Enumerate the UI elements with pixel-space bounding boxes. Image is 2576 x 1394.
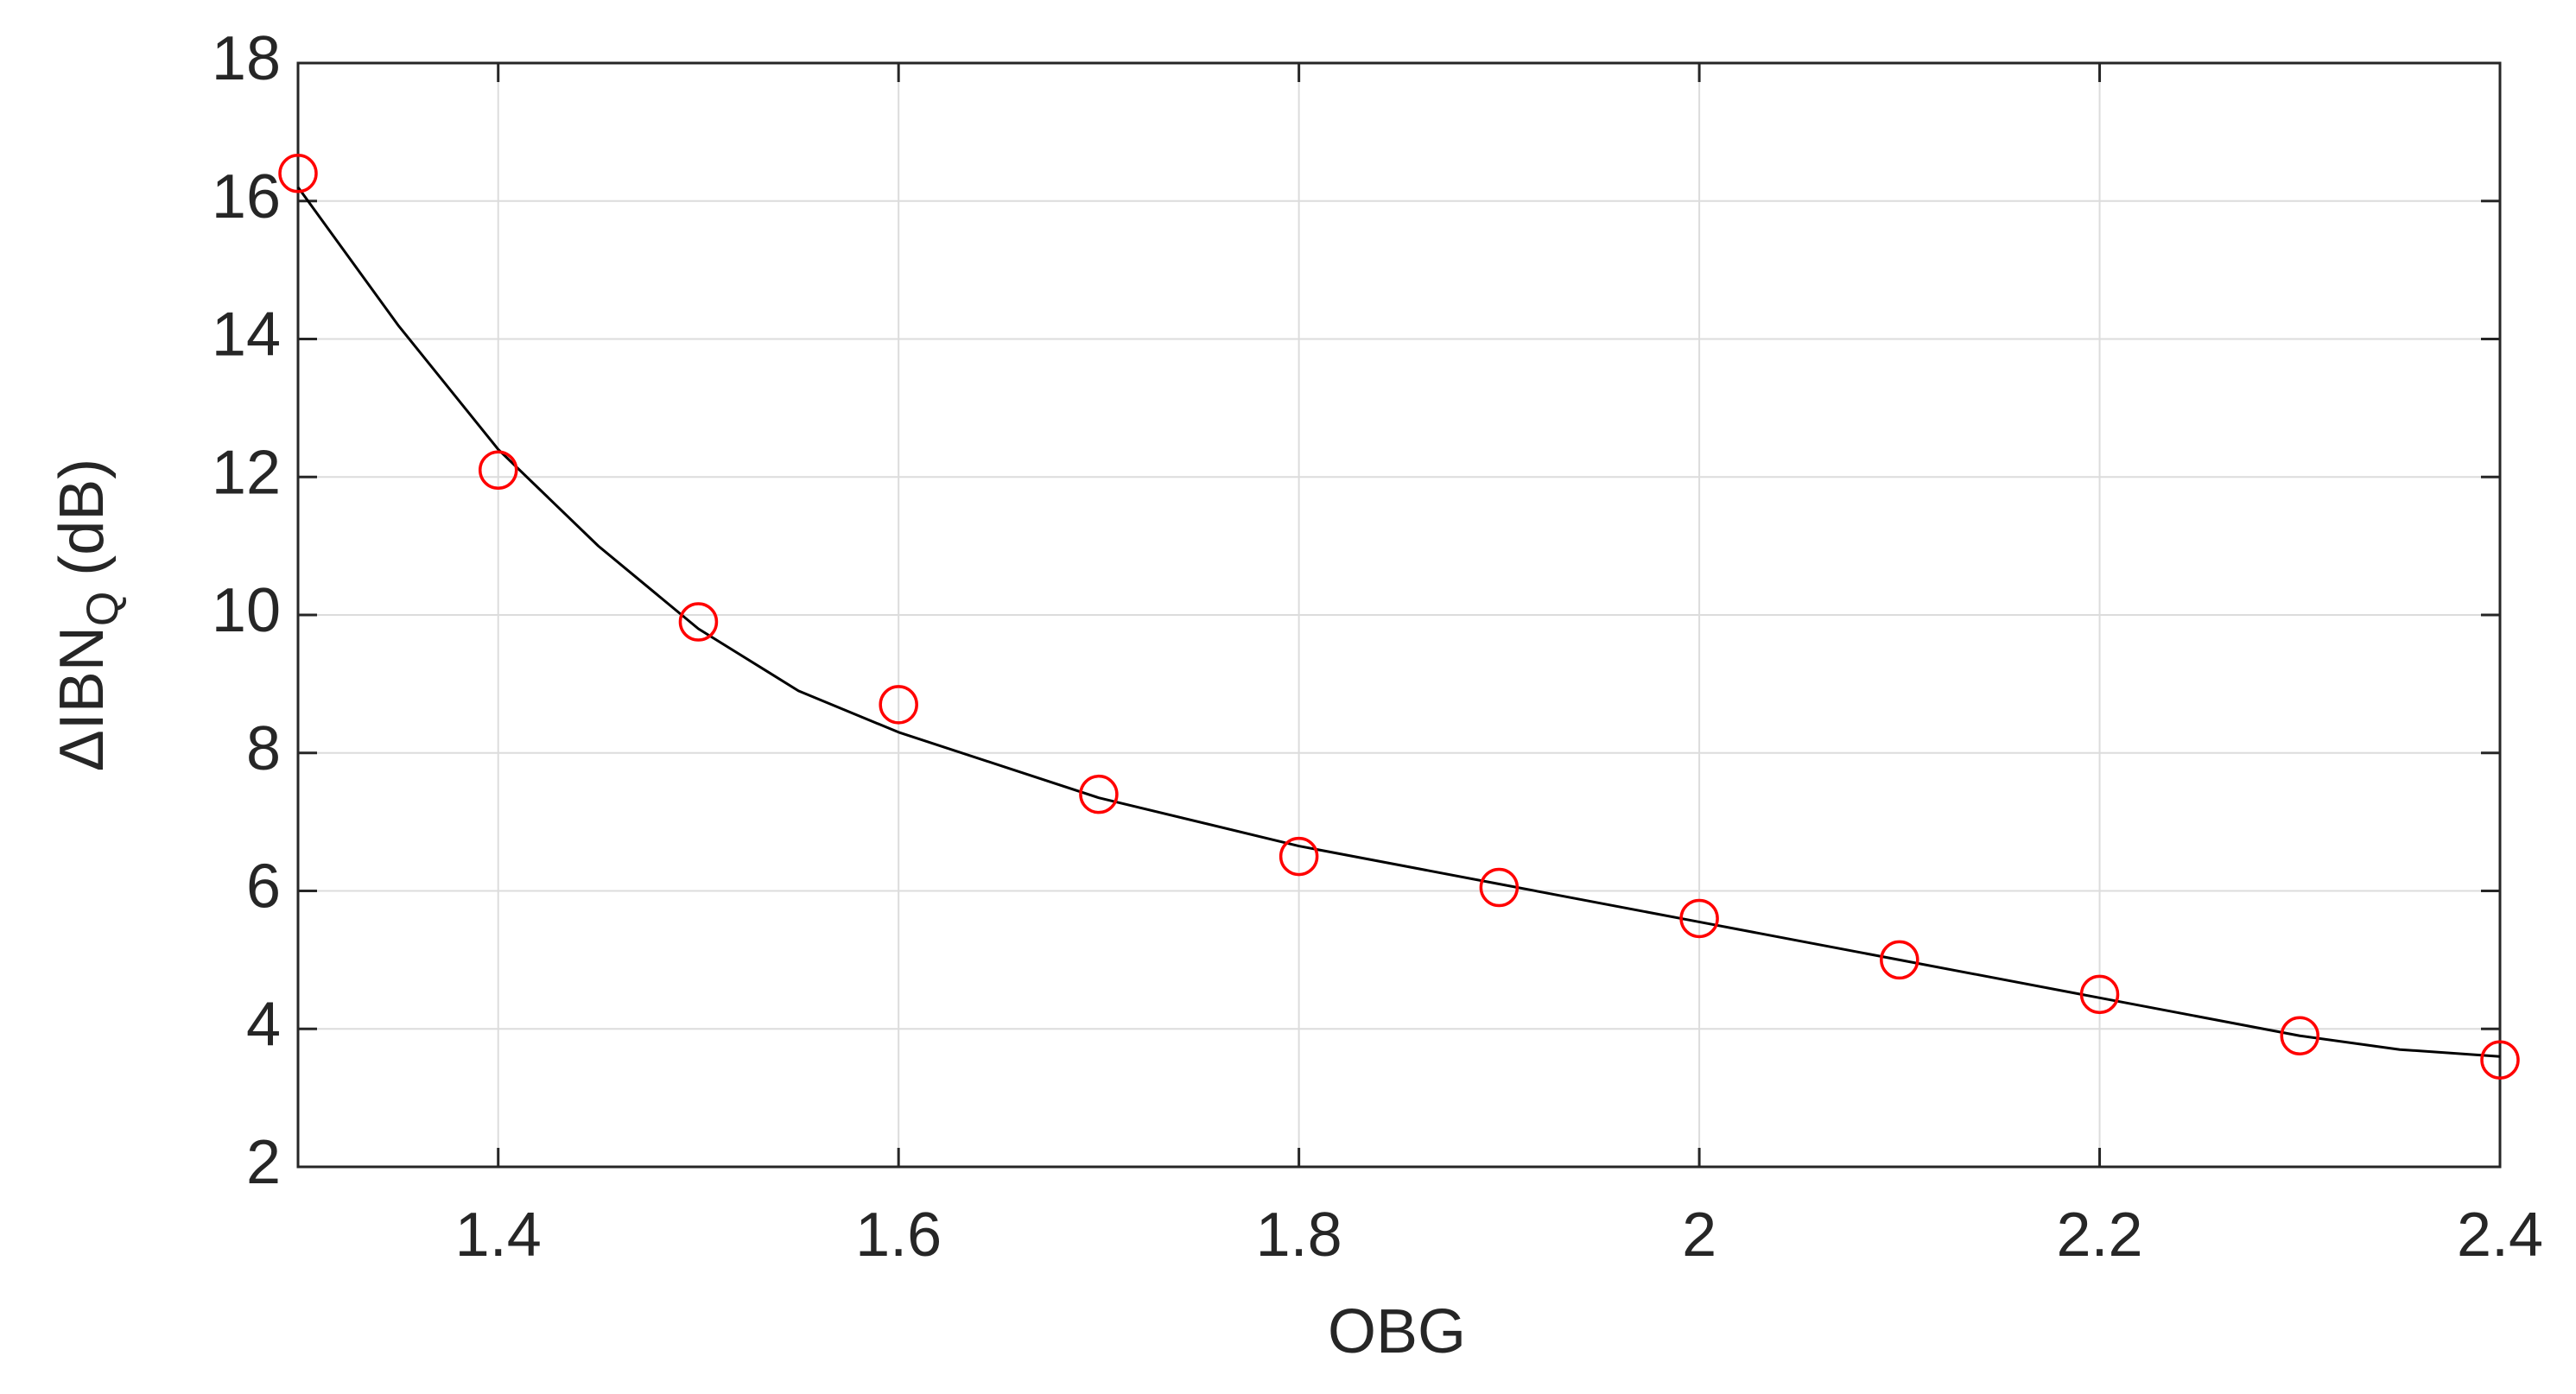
data-point xyxy=(2480,1040,2520,1080)
data-point xyxy=(2280,1016,2320,1055)
y-tick-label: 6 xyxy=(246,852,281,922)
y-tick-label: 10 xyxy=(212,576,281,645)
x-tick-label: 1.6 xyxy=(855,1201,942,1270)
data-point xyxy=(478,450,518,491)
data-point xyxy=(2079,974,2120,1015)
y-tick-label: 12 xyxy=(212,438,281,507)
y-tick-label: 2 xyxy=(246,1128,281,1197)
x-tick-label: 1.4 xyxy=(455,1201,542,1270)
data-point xyxy=(1479,867,1520,908)
x-tick-label: 2.4 xyxy=(2457,1201,2543,1270)
data-point xyxy=(278,154,318,193)
x-tick-label: 2 xyxy=(1682,1201,1716,1270)
data-point xyxy=(1679,898,1719,939)
x-tick-label: 2.2 xyxy=(2056,1201,2142,1270)
y-tick-label: 18 xyxy=(212,24,281,93)
data-point xyxy=(879,685,918,725)
y-tick-label: 8 xyxy=(246,714,281,783)
y-label-sub: Q xyxy=(78,592,128,626)
axes-box xyxy=(296,61,2502,1169)
y-tick-label: 4 xyxy=(246,990,281,1059)
data-point xyxy=(1079,774,1119,814)
y-tick-label: 14 xyxy=(212,301,281,370)
data-point xyxy=(1278,836,1319,877)
y-label-main: ΔIBN xyxy=(48,626,117,771)
fit-line xyxy=(296,186,2501,1058)
y-tick-label: 16 xyxy=(212,162,281,231)
y-label-unit: (dB) xyxy=(48,459,117,576)
x-tick-label: 1.8 xyxy=(1256,1201,1342,1270)
y-axis-label: ΔIBNQ (dB) xyxy=(48,459,128,772)
x-axis-label: OBG xyxy=(1328,1297,1466,1366)
data-point xyxy=(1880,940,1919,980)
data-point xyxy=(678,602,719,642)
